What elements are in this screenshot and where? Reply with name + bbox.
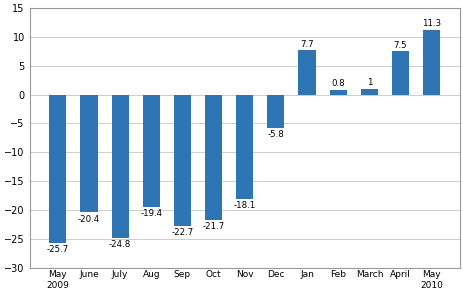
Text: 7.7: 7.7: [300, 39, 313, 49]
Text: -24.8: -24.8: [109, 240, 131, 249]
Text: -25.7: -25.7: [47, 245, 69, 254]
Bar: [422, 29, 439, 95]
Text: 0.8: 0.8: [331, 79, 344, 88]
Bar: [174, 95, 191, 225]
Text: 1: 1: [366, 78, 371, 87]
Bar: [111, 95, 128, 238]
Bar: [360, 89, 377, 95]
Text: -21.7: -21.7: [202, 222, 224, 231]
Bar: [143, 95, 159, 206]
Bar: [298, 50, 315, 95]
Text: -22.7: -22.7: [171, 228, 193, 237]
Text: 11.3: 11.3: [421, 19, 440, 28]
Bar: [267, 95, 284, 128]
Bar: [49, 95, 66, 243]
Text: -19.4: -19.4: [140, 209, 162, 218]
Text: -18.1: -18.1: [233, 201, 255, 210]
Text: -20.4: -20.4: [78, 215, 100, 224]
Bar: [205, 95, 222, 220]
Text: -5.8: -5.8: [267, 131, 284, 139]
Bar: [80, 95, 97, 212]
Bar: [391, 51, 408, 95]
Bar: [329, 90, 346, 95]
Text: 7.5: 7.5: [393, 41, 407, 50]
Bar: [236, 95, 253, 199]
